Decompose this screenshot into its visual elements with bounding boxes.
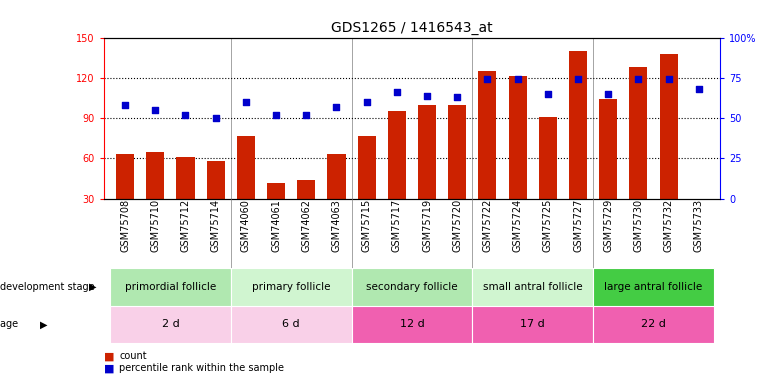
Bar: [660, 54, 678, 239]
Bar: [327, 154, 346, 239]
Point: [662, 76, 675, 82]
Bar: [146, 152, 164, 239]
Bar: [508, 76, 527, 239]
Bar: [690, 199, 708, 239]
Text: 12 d: 12 d: [400, 320, 424, 329]
Text: 2 d: 2 d: [162, 320, 179, 329]
Text: small antral follicle: small antral follicle: [483, 282, 583, 292]
Point: [481, 76, 494, 82]
Text: 22 d: 22 d: [641, 320, 666, 329]
Text: GSM74061: GSM74061: [271, 199, 281, 252]
Point: [179, 112, 192, 118]
Text: 6 d: 6 d: [283, 320, 300, 329]
Text: GSM74062: GSM74062: [301, 199, 311, 252]
Bar: [110, 306, 231, 343]
Point: [300, 112, 313, 118]
Text: GSM74060: GSM74060: [241, 199, 251, 252]
Bar: [418, 105, 436, 239]
Point: [390, 89, 403, 95]
Text: large antral follicle: large antral follicle: [604, 282, 703, 292]
Bar: [206, 161, 225, 239]
Text: ▶: ▶: [40, 320, 48, 329]
Text: ■: ■: [104, 363, 115, 373]
Text: primordial follicle: primordial follicle: [125, 282, 216, 292]
Point: [270, 112, 283, 118]
Point: [330, 104, 343, 110]
Text: GSM75733: GSM75733: [694, 199, 704, 252]
Text: GSM75727: GSM75727: [573, 199, 583, 252]
Text: GSM75724: GSM75724: [513, 199, 523, 252]
Bar: [357, 136, 376, 239]
Bar: [472, 306, 593, 343]
Bar: [593, 268, 714, 306]
Text: GSM75715: GSM75715: [362, 199, 372, 252]
Point: [209, 115, 222, 121]
Text: count: count: [119, 351, 147, 361]
Text: GSM75729: GSM75729: [603, 199, 613, 252]
Bar: [539, 117, 557, 239]
Text: GSM75719: GSM75719: [422, 199, 432, 252]
Bar: [593, 306, 714, 343]
Title: GDS1265 / 1416543_at: GDS1265 / 1416543_at: [331, 21, 493, 35]
Bar: [478, 71, 497, 239]
Text: GSM75710: GSM75710: [150, 199, 160, 252]
Text: 17 d: 17 d: [521, 320, 545, 329]
Point: [693, 86, 705, 92]
Bar: [116, 154, 134, 239]
Bar: [599, 99, 618, 239]
Bar: [448, 105, 467, 239]
Bar: [231, 268, 352, 306]
Bar: [231, 306, 352, 343]
Bar: [176, 157, 195, 239]
Text: ▶: ▶: [89, 282, 97, 292]
Point: [511, 76, 524, 82]
Text: ■: ■: [104, 351, 115, 361]
Text: percentile rank within the sample: percentile rank within the sample: [119, 363, 284, 373]
Text: GSM75730: GSM75730: [634, 199, 644, 252]
Text: age: age: [0, 320, 22, 329]
Bar: [237, 136, 255, 239]
Text: GSM75725: GSM75725: [543, 199, 553, 252]
Point: [572, 76, 584, 82]
Text: GSM75708: GSM75708: [120, 199, 130, 252]
Point: [119, 102, 131, 108]
Bar: [110, 268, 231, 306]
Point: [541, 91, 554, 97]
Point: [421, 93, 434, 99]
Point: [149, 107, 162, 113]
Point: [632, 76, 644, 82]
Bar: [352, 268, 472, 306]
Text: GSM75714: GSM75714: [211, 199, 221, 252]
Point: [602, 91, 614, 97]
Text: secondary follicle: secondary follicle: [367, 282, 457, 292]
Bar: [472, 268, 593, 306]
Bar: [629, 67, 648, 239]
Point: [360, 99, 373, 105]
Bar: [267, 183, 285, 239]
Bar: [352, 306, 472, 343]
Bar: [569, 51, 587, 239]
Point: [239, 99, 252, 105]
Text: GSM75712: GSM75712: [180, 199, 190, 252]
Bar: [297, 180, 316, 239]
Text: GSM75717: GSM75717: [392, 199, 402, 252]
Text: primary follicle: primary follicle: [252, 282, 330, 292]
Point: [451, 94, 464, 100]
Text: GSM75732: GSM75732: [664, 199, 674, 252]
Text: GSM75720: GSM75720: [452, 199, 462, 252]
Text: GSM75722: GSM75722: [483, 199, 493, 252]
Text: GSM74063: GSM74063: [331, 199, 341, 252]
Text: development stage: development stage: [0, 282, 98, 292]
Bar: [388, 111, 406, 239]
